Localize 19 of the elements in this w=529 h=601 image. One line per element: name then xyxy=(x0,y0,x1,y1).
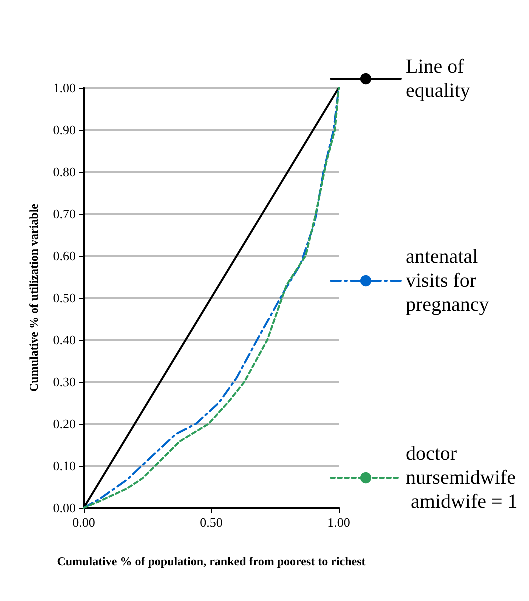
y-tick-label: 0.20 xyxy=(53,416,76,432)
y-tick-label: 0.30 xyxy=(53,374,76,390)
legend-label: doctor nursemidwife amidwife = 1 xyxy=(406,443,518,513)
y-tick-label: 0.60 xyxy=(53,248,76,264)
y-axis-title: Cumulative % of utilization variable xyxy=(27,203,41,392)
x-tick-label: 0.00 xyxy=(72,515,96,530)
y-tick-label: 0.80 xyxy=(53,164,76,180)
y-tick-label: 0.90 xyxy=(53,122,76,138)
y-tick-label: 1.00 xyxy=(53,80,76,96)
y-tick-label: 0.10 xyxy=(53,458,76,474)
x-axis-title: Cumulative % of population, ranked from poorest to richest xyxy=(57,554,366,568)
y-tick-label: 0.40 xyxy=(53,332,76,348)
y-tick-label: 0.00 xyxy=(53,500,76,516)
legend-label: Line of equality xyxy=(406,56,470,102)
x-tick-label: 1.00 xyxy=(328,515,350,530)
legend-label: antenatal visits for pregnancy xyxy=(406,246,490,316)
x-tick-label: 0.50 xyxy=(200,515,223,530)
y-tick-label: 0.50 xyxy=(53,290,76,306)
y-tick-label: 0.70 xyxy=(53,206,76,222)
